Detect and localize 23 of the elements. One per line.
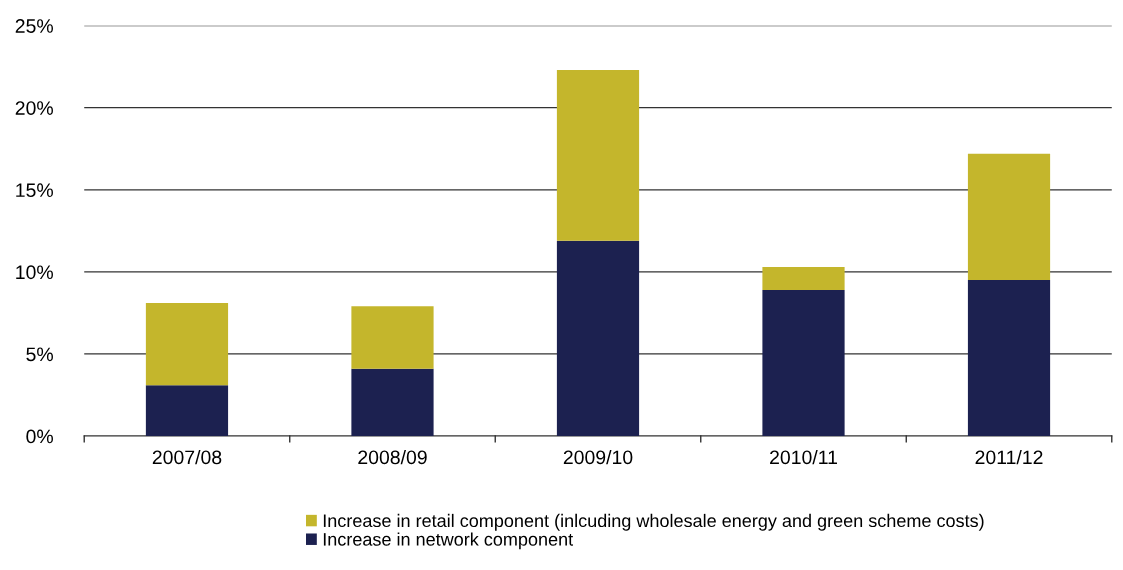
bar <box>556 69 640 241</box>
y-tick-label: 25% <box>15 19 53 33</box>
y-tick-label: 10% <box>16 265 53 280</box>
x-tick-label: 2011/12 <box>975 449 1043 465</box>
x-tick-label: 2010/11 <box>770 449 837 465</box>
x-tick-label: 2007/08 <box>152 449 222 465</box>
x-tick-label: 2009/10 <box>563 449 633 465</box>
bar <box>762 289 845 437</box>
bar <box>351 368 434 437</box>
bar <box>351 306 434 369</box>
y-tick-label: 0% <box>26 429 53 444</box>
bar <box>145 385 229 437</box>
legend-label: Increase in retail component (inlcuding wholesale energy and green scheme costs) <box>323 513 984 531</box>
bar <box>967 280 1051 437</box>
y-tick-label: 20% <box>15 101 53 115</box>
bar <box>967 153 1051 281</box>
bar <box>145 303 229 386</box>
legend-label: Increase in network component <box>323 532 574 550</box>
y-tick-label: 15% <box>16 183 53 198</box>
x-tick-label: 2008/09 <box>358 449 427 465</box>
bar <box>556 240 640 437</box>
bar <box>762 266 845 290</box>
y-tick-label: 5% <box>26 347 53 362</box>
